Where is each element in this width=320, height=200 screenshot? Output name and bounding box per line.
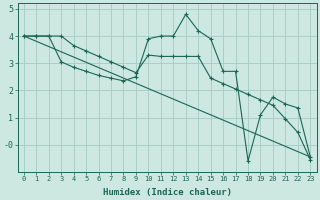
X-axis label: Humidex (Indice chaleur): Humidex (Indice chaleur) <box>103 188 232 197</box>
